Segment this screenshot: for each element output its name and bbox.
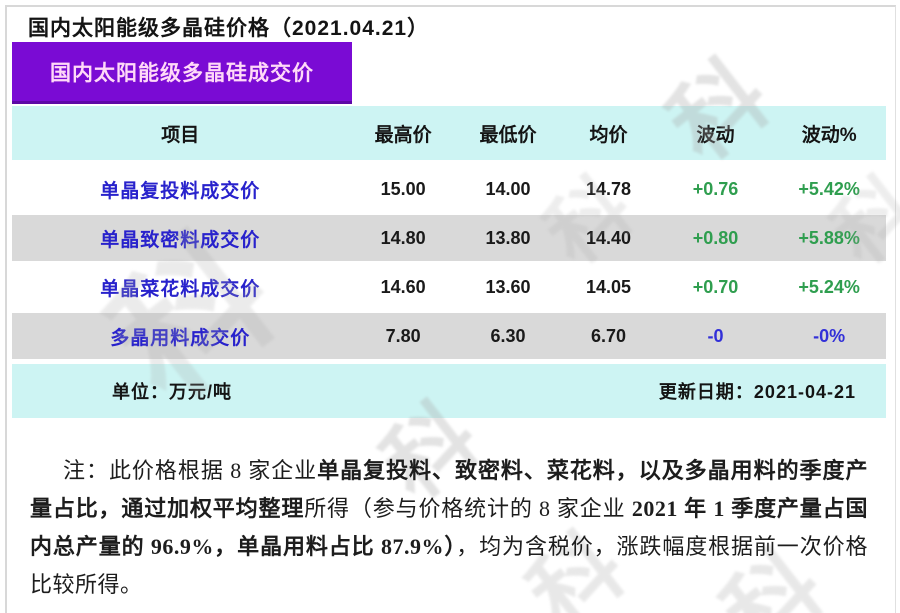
note-segment: 单晶复投料、致密料、菜花料，以及多晶用料的季度产量占比，通过加权平均整理 (30, 458, 868, 521)
header-cell-avg: 均价 (589, 124, 628, 146)
row-change-pct-value: +5.42% (798, 178, 860, 199)
row-low-value: 14.00 (485, 178, 531, 199)
table-row: 单晶菜花料成交价 14.60 13.60 14.05 +0.70 +5.24% (12, 264, 886, 310)
header-cell-high: 最高价 (374, 124, 432, 146)
row-change-pct-value: -0% (813, 325, 846, 346)
note-segment: 注：此价格根据 8 家企业 (63, 458, 318, 483)
table-footer-row: 单位：万元/吨 更新日期：2021-04-21 (12, 364, 886, 418)
section-banner-label: 国内太阳能级多晶硅成交价 (50, 61, 314, 85)
header-cell-change-pct: 波动% (801, 124, 857, 146)
table-row: 单晶复投料成交价 15.00 14.00 14.78 +0.76 +5.42% (12, 166, 886, 212)
row-low-value: 13.60 (485, 276, 531, 297)
row-avg-value: 14.40 (585, 227, 631, 248)
update-date-label: 更新日期：2021-04-21 (658, 382, 856, 402)
unit-label: 单位：万元/吨 (112, 382, 233, 402)
header-cell-item: 项目 (161, 124, 200, 146)
note-segment: ，均为含税价，涨跌幅度根据前一次价格比较所得。 (30, 534, 868, 597)
row-change-value: +0.70 (692, 276, 739, 297)
row-item-label: 单晶致密料成交价 (100, 229, 261, 251)
note-segment: 所得（参与价格统计的 8 家企业 (304, 496, 632, 521)
row-avg-value: 6.70 (590, 325, 626, 346)
row-high-value: 15.00 (380, 178, 426, 199)
row-change-value: +0.80 (692, 227, 739, 248)
table-row: 多晶用料成交价 7.80 6.30 6.70 -0 -0% (12, 313, 886, 359)
note-segment: 2021 年 1 季度产量占国内总产量的 96.9%，单晶用料占比 87.9%） (30, 496, 868, 559)
row-change-value: -0 (707, 325, 724, 346)
row-low-value: 13.80 (485, 227, 531, 248)
header-cell-change: 波动 (696, 124, 735, 146)
row-avg-value: 14.78 (585, 178, 631, 199)
row-change-pct-value: +5.88% (798, 227, 860, 248)
row-item-label: 单晶复投料成交价 (100, 180, 261, 202)
row-item-label: 多晶用料成交价 (110, 327, 251, 349)
page-title: 国内太阳能级多晶硅价格（2021.04.21） (28, 17, 430, 40)
row-avg-value: 14.05 (585, 276, 631, 297)
row-change-pct-value: +5.24% (798, 276, 860, 297)
header-cell-low: 最低价 (479, 124, 537, 146)
table-row: 单晶致密料成交价 14.80 13.80 14.40 +0.80 +5.88% (12, 215, 886, 261)
price-table: 项目 最高价 最低价 均价 波动 波动% 单晶复投料成交价 15.00 14.0… (12, 106, 886, 418)
row-change-value: +0.76 (692, 178, 739, 199)
table-header-row: 项目 最高价 最低价 均价 波动 波动% (12, 106, 886, 160)
note-text: 注：此价格根据 8 家企业单晶复投料、致密料、菜花料，以及多晶用料的季度产量占比… (30, 452, 868, 604)
section-banner: 国内太阳能级多晶硅成交价 (12, 42, 352, 104)
row-high-value: 14.60 (380, 276, 426, 297)
row-high-value: 14.80 (380, 227, 426, 248)
row-high-value: 7.80 (385, 325, 421, 346)
row-low-value: 6.30 (490, 325, 526, 346)
row-item-label: 单晶菜花料成交价 (100, 278, 261, 300)
